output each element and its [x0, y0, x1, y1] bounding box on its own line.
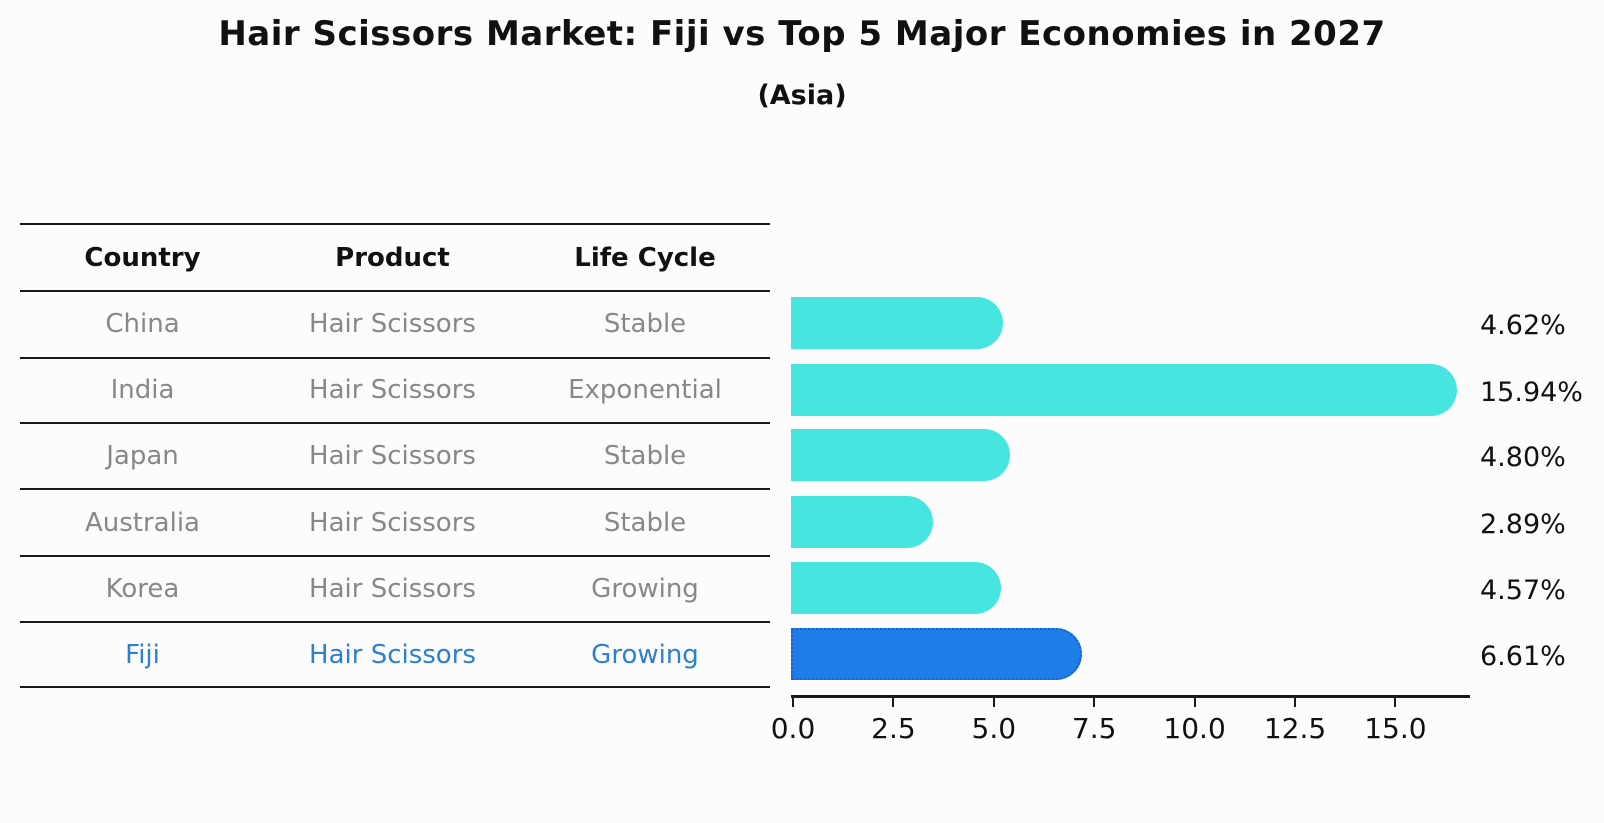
- product-cell: Hair Scissors: [309, 375, 476, 406]
- country-cell: China: [105, 309, 180, 340]
- bar-highlight: [791, 627, 1083, 680]
- x-tick: [1093, 698, 1096, 707]
- table-bottom-rule: [20, 686, 770, 688]
- lifecycle-cell: Stable: [603, 441, 687, 472]
- lifecycle-cell: Exponential: [568, 375, 722, 406]
- x-tick: [792, 698, 794, 707]
- lifecycle-cell: Growing: [591, 639, 699, 670]
- chart-title: Hair Scissors Market: Fiji vs Top 5 Majo…: [218, 14, 1386, 54]
- x-tick-label: 0.0: [770, 712, 816, 745]
- product-cell: Product: [335, 242, 450, 273]
- product-cell: Hair Scissors: [309, 441, 476, 472]
- bar-value-label: 6.61%: [1480, 640, 1566, 672]
- country-cell: Fiji: [125, 639, 160, 670]
- bar-value-label: 4.62%: [1480, 310, 1566, 342]
- table-row: India Hair Scissors Exponential: [20, 356, 770, 423]
- table-row: Japan Hair Scissors Stable: [20, 422, 770, 488]
- lifecycle-cell: Stable: [603, 309, 687, 340]
- product-cell: Hair Scissors: [309, 639, 476, 670]
- table-row: Australia Hair Scissors Stable: [20, 488, 770, 555]
- country-cell: Japan: [106, 441, 179, 472]
- x-tick: [1394, 698, 1397, 707]
- table-row: Korea Hair Scissors Growing: [20, 555, 770, 621]
- x-tick: [992, 698, 995, 707]
- table-row: China Hair Scissors Stable: [20, 290, 770, 357]
- bar-value-label: 15.94%: [1480, 376, 1583, 408]
- bar: [791, 297, 1003, 350]
- table-header-row: Country Product Life Cycle: [20, 223, 770, 290]
- bar: [791, 429, 1010, 482]
- chart-subtitle: (Asia): [757, 80, 847, 111]
- bar: [791, 363, 1458, 416]
- x-axis-line: [791, 695, 1470, 698]
- bar: [791, 495, 934, 548]
- bar: [791, 562, 1001, 614]
- x-tick-label: 5.0: [971, 712, 1017, 745]
- bar-value-label: 2.89%: [1480, 508, 1566, 540]
- country-cell: Korea: [105, 574, 180, 604]
- country-cell: Country: [84, 242, 201, 273]
- bar-value-label: 4.80%: [1480, 442, 1566, 474]
- x-tick-label: 2.5: [871, 712, 916, 745]
- product-cell: Hair Scissors: [309, 574, 476, 604]
- bar-value-label: 4.57%: [1480, 575, 1566, 606]
- x-tick: [1193, 698, 1196, 707]
- x-tick-label: 10.0: [1163, 712, 1226, 745]
- x-tick-label: 15.0: [1364, 712, 1427, 745]
- country-cell: Australia: [84, 507, 200, 538]
- x-tick: [1294, 698, 1296, 707]
- lifecycle-cell: Life Cycle: [574, 242, 716, 273]
- x-tick-label: 12.5: [1263, 712, 1327, 745]
- country-cell: India: [110, 375, 175, 406]
- x-tick-label: 7.5: [1071, 712, 1117, 745]
- table-row: Fiji Hair Scissors Growing: [20, 621, 770, 686]
- product-cell: Hair Scissors: [309, 507, 476, 538]
- lifecycle-cell: Stable: [603, 507, 687, 538]
- lifecycle-cell: Growing: [591, 574, 699, 604]
- x-tick: [892, 698, 895, 707]
- product-cell: Hair Scissors: [309, 309, 476, 340]
